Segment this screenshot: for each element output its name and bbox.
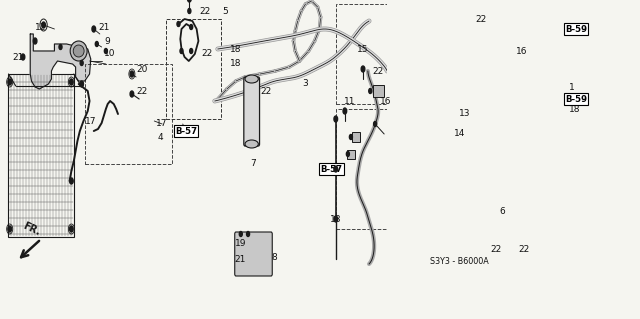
Text: B-59: B-59 bbox=[565, 94, 587, 103]
Circle shape bbox=[59, 44, 62, 49]
Text: 3: 3 bbox=[303, 79, 308, 88]
Circle shape bbox=[33, 38, 37, 44]
Circle shape bbox=[42, 22, 45, 28]
Text: 18: 18 bbox=[230, 44, 241, 54]
Circle shape bbox=[346, 152, 349, 157]
Bar bbox=[84, 64, 172, 164]
Circle shape bbox=[349, 135, 353, 139]
Text: 21: 21 bbox=[98, 23, 109, 32]
Text: 22: 22 bbox=[260, 86, 271, 95]
Text: 11: 11 bbox=[344, 97, 355, 106]
Text: 17: 17 bbox=[84, 116, 96, 125]
Circle shape bbox=[189, 25, 193, 29]
Circle shape bbox=[177, 21, 180, 26]
Circle shape bbox=[239, 232, 243, 236]
Circle shape bbox=[21, 54, 25, 60]
Circle shape bbox=[343, 108, 347, 114]
Text: 22: 22 bbox=[200, 6, 211, 16]
Circle shape bbox=[180, 48, 183, 54]
Circle shape bbox=[104, 48, 108, 54]
Text: S3Y3 - B6000A: S3Y3 - B6000A bbox=[429, 256, 488, 265]
Bar bbox=[348, 150, 355, 159]
Text: 17: 17 bbox=[156, 120, 168, 129]
Text: 9: 9 bbox=[104, 36, 110, 46]
Text: 20: 20 bbox=[136, 64, 147, 73]
Text: B-59: B-59 bbox=[565, 25, 587, 33]
Circle shape bbox=[70, 178, 73, 184]
Circle shape bbox=[334, 216, 337, 222]
Circle shape bbox=[188, 0, 191, 2]
Text: 22: 22 bbox=[518, 244, 529, 254]
Text: 18: 18 bbox=[569, 105, 580, 114]
Text: 12: 12 bbox=[35, 23, 47, 32]
FancyBboxPatch shape bbox=[235, 232, 272, 276]
Circle shape bbox=[80, 81, 83, 87]
Text: 22: 22 bbox=[372, 66, 383, 76]
Text: 21: 21 bbox=[12, 53, 24, 62]
Circle shape bbox=[130, 91, 134, 97]
Text: 1: 1 bbox=[569, 83, 575, 92]
Ellipse shape bbox=[245, 75, 259, 83]
Text: 18: 18 bbox=[230, 60, 241, 69]
Text: 15: 15 bbox=[357, 44, 369, 54]
Circle shape bbox=[70, 226, 73, 232]
Circle shape bbox=[334, 166, 337, 172]
Circle shape bbox=[130, 71, 134, 77]
Circle shape bbox=[95, 41, 99, 47]
Bar bbox=[336, 4, 387, 104]
Text: B-57: B-57 bbox=[175, 127, 197, 136]
Text: 16: 16 bbox=[515, 47, 527, 56]
Circle shape bbox=[188, 9, 191, 13]
Text: 16: 16 bbox=[380, 97, 392, 106]
Circle shape bbox=[374, 122, 376, 127]
Text: 8: 8 bbox=[271, 253, 276, 262]
Bar bbox=[336, 109, 387, 229]
Circle shape bbox=[369, 88, 372, 93]
Bar bbox=[372, 85, 383, 97]
Text: FR.: FR. bbox=[21, 220, 42, 237]
Text: 7: 7 bbox=[250, 160, 256, 168]
Bar bbox=[442, 235, 483, 277]
Bar bbox=[166, 19, 221, 119]
Text: 13: 13 bbox=[459, 109, 470, 118]
Circle shape bbox=[189, 48, 193, 54]
Text: 18: 18 bbox=[330, 214, 341, 224]
Polygon shape bbox=[30, 34, 91, 89]
Text: 10: 10 bbox=[104, 48, 116, 57]
Text: 22: 22 bbox=[475, 14, 486, 24]
Ellipse shape bbox=[245, 140, 259, 148]
Circle shape bbox=[92, 26, 95, 32]
Circle shape bbox=[8, 226, 12, 232]
Ellipse shape bbox=[70, 41, 87, 61]
Ellipse shape bbox=[73, 45, 84, 57]
Text: 14: 14 bbox=[454, 130, 465, 138]
Circle shape bbox=[334, 116, 337, 122]
Text: 6: 6 bbox=[499, 206, 505, 216]
Text: 22: 22 bbox=[136, 86, 147, 95]
Text: 19: 19 bbox=[235, 240, 246, 249]
Circle shape bbox=[246, 232, 250, 236]
FancyBboxPatch shape bbox=[244, 77, 260, 146]
Text: 5: 5 bbox=[223, 6, 228, 16]
Circle shape bbox=[80, 61, 83, 65]
Text: 22: 22 bbox=[490, 244, 501, 254]
Circle shape bbox=[8, 79, 12, 85]
Text: 21: 21 bbox=[235, 255, 246, 263]
Text: 4: 4 bbox=[157, 132, 163, 142]
Circle shape bbox=[361, 66, 365, 72]
Circle shape bbox=[70, 79, 73, 85]
Bar bbox=[351, 132, 360, 142]
Text: 22: 22 bbox=[201, 49, 212, 58]
Text: B-57: B-57 bbox=[321, 165, 342, 174]
